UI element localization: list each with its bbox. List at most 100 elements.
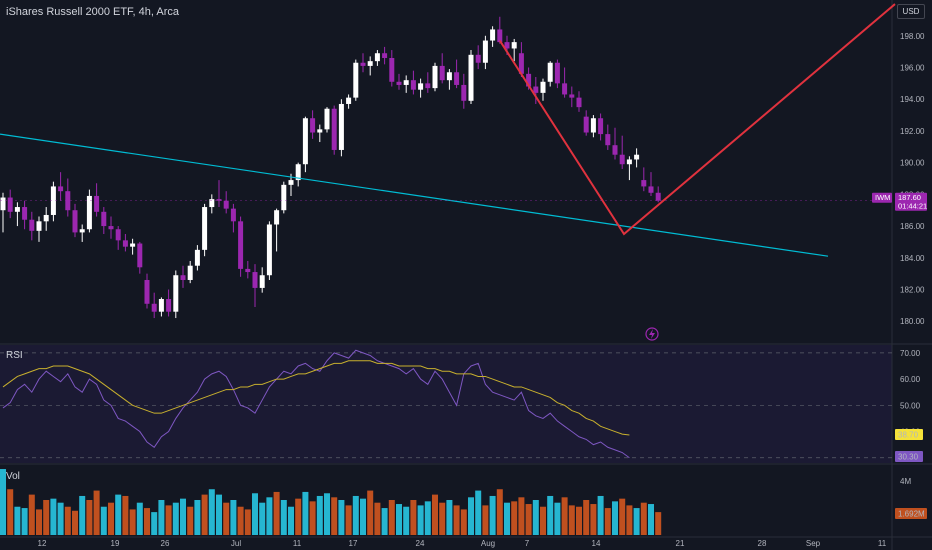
volume-bar: [576, 506, 582, 535]
volume-bar: [122, 495, 129, 535]
volume-badge: [895, 508, 927, 519]
volume-bar: [475, 490, 482, 535]
rsi-tick-label: 50.00: [900, 401, 921, 410]
volume-bar: [79, 495, 86, 535]
volume-bar: [396, 504, 402, 535]
price-tick-label: 180.00: [900, 317, 925, 326]
volume-bar: [151, 512, 158, 535]
volume-pane-label: Vol: [6, 471, 20, 482]
volume-bar: [64, 506, 71, 535]
volume-bar: [388, 500, 395, 535]
time-tick-label: 21: [676, 539, 685, 548]
candle-body: [648, 186, 654, 193]
price-tick-label: 184.00: [900, 254, 925, 263]
candle-body: [158, 299, 164, 312]
volume-bar: [518, 497, 525, 535]
rsi-badge: [895, 450, 923, 462]
candle-body: [130, 243, 136, 247]
time-tick-label: Jul: [231, 539, 241, 548]
volume-bar: [410, 500, 417, 535]
volume-bar: [158, 500, 165, 535]
candle-body: [65, 191, 71, 211]
volume-bar: [309, 501, 316, 535]
time-tick-label: 7: [525, 539, 530, 548]
volume-bar: [568, 505, 575, 535]
price-tick-label: 190.00: [900, 159, 925, 168]
volume-bar: [316, 495, 323, 535]
candle-body: [583, 116, 589, 133]
candle-body: [590, 118, 596, 133]
candle-body: [619, 154, 625, 165]
candle-body: [79, 229, 85, 233]
volume-bar: [115, 494, 122, 535]
candle-body: [151, 303, 157, 312]
volume-bar: [201, 494, 208, 535]
volume-bar: [93, 490, 100, 535]
time-tick-label: 19: [111, 539, 120, 548]
volume-bar: [561, 497, 568, 535]
rsi-pane-label: RSI: [6, 350, 23, 361]
volume-bar: [280, 500, 287, 535]
volume-bar: [590, 504, 597, 535]
candle-body: [576, 97, 582, 108]
volume-bar: [496, 489, 503, 535]
volume-bar: [482, 505, 489, 535]
volume-bar: [417, 505, 424, 535]
candle-body: [418, 83, 424, 90]
volume-bar: [302, 491, 309, 535]
time-tick-label: Sep: [806, 539, 821, 548]
volume-bar: [540, 506, 546, 535]
volume-bar: [439, 502, 446, 535]
volume-bar: [129, 509, 136, 535]
volume-bar: [237, 506, 244, 535]
candle-body: [245, 268, 251, 273]
candle-body: [86, 195, 92, 230]
volume-bar: [21, 508, 28, 535]
volume-bar: [547, 495, 554, 535]
lightning-icon: [649, 329, 655, 339]
volume-bar: [432, 494, 438, 535]
lightning-icon: [645, 327, 659, 341]
volume-bar: [216, 494, 222, 535]
candle-body: [259, 275, 265, 288]
candle-body: [403, 80, 409, 85]
price-badge-value: 187.60: [898, 193, 921, 202]
candle-body: [526, 73, 532, 87]
volume-bar: [244, 509, 251, 535]
candle-body: [317, 129, 323, 133]
time-tick-label: 11: [293, 539, 302, 548]
volume-bar: [504, 502, 510, 535]
volume-badge-value: 1.692M: [898, 510, 925, 519]
time-tick-label: 24: [416, 539, 425, 548]
volume-bar: [180, 498, 186, 535]
volume-bar: [288, 506, 294, 535]
volume-bar: [324, 493, 330, 535]
candle-body: [446, 72, 452, 81]
volume-bar: [100, 506, 107, 535]
candle-body: [360, 62, 366, 66]
chart-title: iShares Russell 2000 ETF, 4h, Arca: [6, 6, 180, 18]
volume-bar: [208, 489, 215, 535]
candle-body: [58, 186, 64, 192]
candle-body: [382, 53, 388, 58]
candle-body: [166, 299, 172, 312]
rsi-ma-badge: [895, 428, 923, 440]
volume-bar: [7, 489, 14, 535]
currency-button[interactable]: USD: [897, 4, 925, 19]
volume-bar: [295, 498, 302, 535]
candle-body: [0, 197, 6, 211]
volume-bar: [403, 506, 410, 535]
candle-body: [367, 61, 373, 66]
time-tick-label: 26: [161, 539, 170, 548]
volume-bar: [266, 497, 273, 535]
volume-bar: [460, 509, 467, 535]
volume-bar: [165, 505, 172, 535]
volume-bar: [252, 493, 258, 535]
candle-body: [626, 159, 632, 165]
projection-line: [498, 3, 896, 236]
candle-body: [14, 207, 20, 212]
candle-body: [50, 186, 56, 215]
volume-bar: [612, 501, 618, 535]
volume-bar: [489, 495, 496, 535]
